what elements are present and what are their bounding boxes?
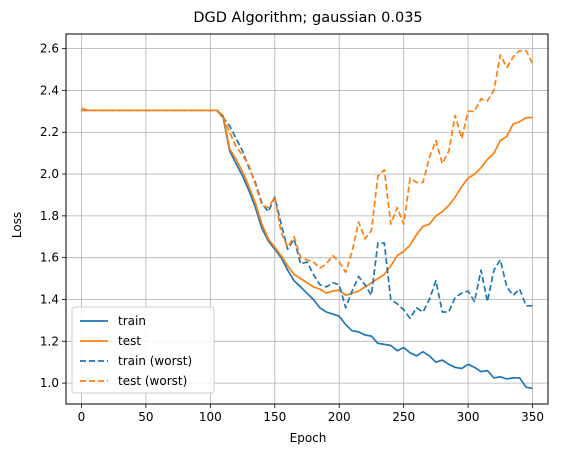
x-tick-label: 350	[521, 410, 544, 424]
y-tick-label: 1.6	[40, 251, 59, 265]
x-axis-label: Epoch	[290, 431, 327, 445]
legend-label: test (worst)	[118, 374, 187, 388]
x-tick-label: 50	[138, 410, 153, 424]
series-lines	[81, 49, 534, 390]
x-tick-label: 300	[457, 410, 480, 424]
legend: train test train (worst) test (worst)	[71, 306, 215, 394]
legend-label: train	[118, 314, 146, 328]
y-axis-label: Loss	[10, 212, 24, 238]
plot-frame	[65, 33, 549, 405]
series-line-test-worst	[81, 49, 534, 274]
x-tick-label: 100	[199, 410, 222, 424]
y-tick-label: 1.2	[40, 334, 59, 348]
y-tick-label: 2.6	[40, 42, 59, 56]
y-tick-label: 2.4	[40, 83, 59, 97]
x-tick-label: 150	[263, 410, 286, 424]
legend-label: test	[118, 334, 141, 348]
x-tick-label: 250	[392, 410, 415, 424]
chart-title: DGD Algorithm; gaussian 0.035	[193, 10, 422, 26]
x-tick-label: 0	[78, 410, 86, 424]
axis-ticks: 0 50 100 150 200 250 300 350 1.0 1.2 1.4 1.6 1.8 2.0 2…	[40, 42, 544, 424]
y-tick-label: 2.0	[40, 167, 59, 181]
y-tick-label: 1.4	[40, 292, 59, 306]
x-tick-label: 200	[328, 410, 351, 424]
legend-box	[71, 306, 215, 394]
y-tick-label: 1.0	[40, 376, 59, 390]
legend-label: train (worst)	[118, 354, 192, 368]
y-tick-label: 1.8	[40, 209, 59, 223]
y-tick-label: 2.2	[40, 125, 59, 139]
